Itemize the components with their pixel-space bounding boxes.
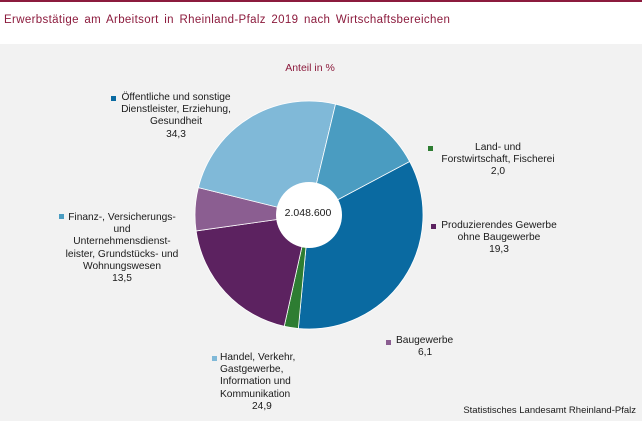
slice-label-line: Handel, Verkehr, — [220, 352, 296, 363]
slice-value: 13,5 — [112, 273, 132, 285]
slice-label-line: Land- und — [475, 142, 521, 153]
slice-label-line: leister, Grundstücks- und — [65, 248, 179, 260]
legend-marker-5 — [212, 356, 217, 361]
legend-marker-2 — [428, 146, 433, 151]
chart-subtitle: Anteil in % — [285, 62, 335, 74]
legend-marker-3 — [431, 224, 436, 229]
pie-slice-1 — [297, 160, 424, 330]
slice-label-line: Produzierendes Gewerbe — [441, 220, 557, 231]
legend-marker-4 — [386, 340, 391, 345]
slice-label-line: Dienstleister, Erziehung, — [121, 104, 231, 116]
center-total: 2.048.600 — [284, 207, 332, 219]
slice-label-2: Land- und Forstwirtschaft, Fischerei 2,0 — [428, 142, 568, 179]
slice-value: 2,0 — [490, 166, 506, 178]
slice-label-3: Produzierendes Gewerbe ohne Baugewerbe 19,… — [429, 220, 569, 257]
slice-label-line: Gastgewerbe, — [220, 364, 284, 376]
pie-slice-3 — [195, 214, 310, 327]
slice-value: 34,3 — [166, 128, 186, 140]
slice-label-line: Gesundheit — [149, 116, 203, 128]
slice-label-line: Unternehmensdienst- — [73, 236, 171, 248]
top-rule — [0, 0, 642, 2]
slice-label-line: Öffentliche und sonstige — [121, 92, 231, 103]
slice-label-line: Forstwirtschaft, Fischerei — [441, 154, 555, 166]
slice-label-line: Finanz-, Versicherungs- — [68, 212, 176, 223]
chart-title: Erwerbstätige am Arbeitsort in Rheinland… — [4, 14, 451, 26]
slice-label-4: Baugewerbe 6,1 — [386, 335, 466, 359]
legend-marker-1 — [111, 96, 116, 101]
slice-label-1: Öffentliche und sonstige Dienstleister, E… — [96, 92, 256, 141]
legend-marker-6 — [59, 214, 64, 219]
donut-hole — [276, 182, 342, 248]
slice-label-line: und — [113, 224, 131, 236]
pie-slice-6 — [308, 103, 411, 216]
slice-label-line: ohne Baugewerbe — [457, 232, 541, 244]
slice-label-line: Wohnungswesen — [83, 260, 161, 272]
slice-value: 24,9 — [252, 400, 272, 412]
source-note: Statistisches Landesamt Rheinland-Pfalz — [463, 405, 636, 416]
slice-label-line: Baugewerbe — [396, 335, 454, 346]
slice-label-line: Information und — [220, 376, 291, 388]
slice-label-5: Handel, Verkehr, Gastgewerbe, Information … — [206, 352, 326, 413]
slice-value: 6,1 — [418, 347, 433, 359]
slice-value: 19,3 — [489, 244, 509, 256]
slice-label-line: Kommunikation — [220, 388, 291, 400]
slice-label-6: Finanz-, Versicherungs-und Unternehmensdi… — [42, 212, 202, 285]
